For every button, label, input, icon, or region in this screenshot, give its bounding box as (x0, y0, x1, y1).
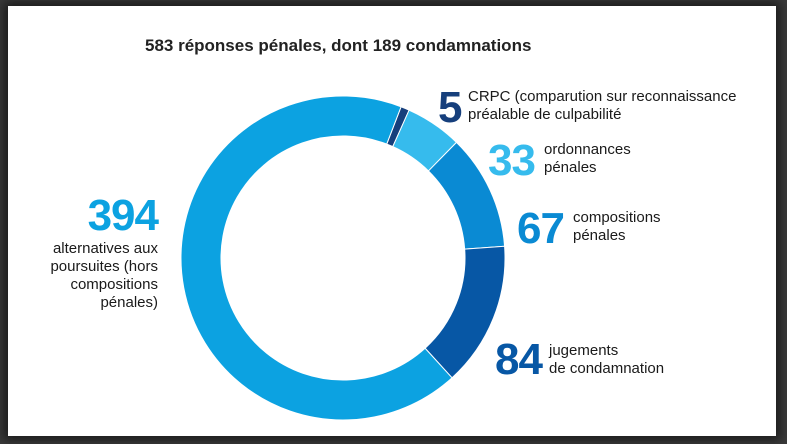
label-crpc-line2: préalable de culpabilité (468, 106, 622, 123)
chart-frame (8, 6, 776, 436)
slice-jugements (424, 245, 506, 379)
label-jugements-line2: de condamnation (549, 360, 665, 377)
label-jugements-line1: jugements (549, 342, 619, 359)
label-alternatives-line1: alternatives aux (52, 240, 158, 257)
label-alternatives: 394 alternatives aux poursuites (hors co… (20, 191, 159, 312)
label-alternatives-line4: pénales) (100, 294, 158, 311)
chart-title: 583 réponses pénales, dont 189 condamnat… (145, 36, 532, 55)
label-alternatives-line3: compositions (70, 276, 158, 293)
label-compositions-line1: compositions (573, 209, 661, 226)
value-crpc: 5 (438, 83, 463, 132)
value-ordonnances: 33 (488, 136, 536, 185)
value-alternatives: 394 (87, 191, 159, 240)
slice-alternatives (180, 95, 453, 421)
label-ordonnances-line1: ordonnances (544, 141, 631, 158)
value-jugements: 84 (495, 335, 543, 384)
label-alternatives-line2: poursuites (hors (50, 258, 158, 275)
label-ordonnances-line2: pénales (544, 159, 597, 176)
label-compositions-line2: pénales (573, 227, 626, 244)
value-compositions: 67 (517, 204, 565, 253)
label-crpc-line1: CRPC (comparution sur reconnaissance (468, 88, 737, 105)
